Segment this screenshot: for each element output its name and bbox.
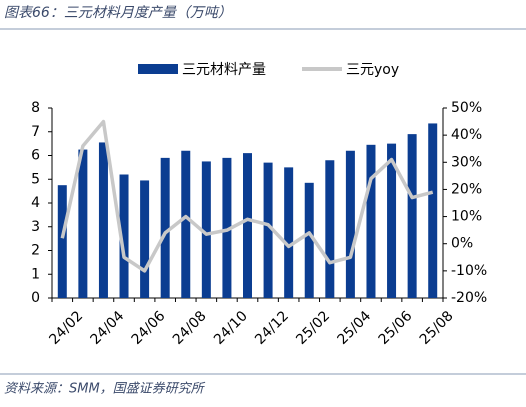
- bar: [181, 150, 191, 298]
- line: [60, 119, 434, 273]
- legend-label: 三元材料产量: [182, 62, 266, 78]
- x-tick-label: 25/04: [334, 308, 374, 348]
- legend-swatch: [138, 64, 178, 74]
- y-tick-label: 5: [31, 171, 40, 187]
- y-tick-label: 1: [31, 266, 40, 282]
- y2-tick-label: 40%: [451, 127, 482, 143]
- bar: [140, 180, 150, 298]
- y-tick-label: 4: [31, 195, 40, 211]
- bar: [407, 134, 417, 298]
- bar: [304, 182, 314, 298]
- x-tick-label: 25/06: [376, 308, 416, 348]
- x-tick-label: 24/06: [129, 308, 169, 348]
- y-tick-label: 8: [31, 100, 40, 116]
- y2-tick-label: 30%: [451, 154, 482, 170]
- y-tick-label: 3: [31, 219, 40, 235]
- chart-title: 图表66：三元材料月度产量（万吨）: [4, 5, 232, 21]
- y2-tick-label: 50%: [451, 100, 482, 116]
- bar: [78, 149, 88, 298]
- y-tick-label: 0: [31, 290, 40, 306]
- y2-tick-label: 0%: [451, 236, 473, 252]
- bar: [160, 157, 170, 298]
- bar: [201, 161, 211, 298]
- bar: [98, 142, 108, 298]
- bar: [284, 167, 294, 298]
- bar: [222, 157, 232, 298]
- x-tick-label: 24/04: [88, 308, 128, 348]
- x-tick-label: 24/10: [211, 308, 251, 348]
- y-tick-label: 7: [31, 124, 40, 140]
- y2-tick-label: 10%: [451, 209, 482, 225]
- bar: [119, 174, 129, 298]
- x-tick-label: 25/08: [417, 308, 457, 348]
- y2-tick-label: -10%: [451, 263, 487, 279]
- x-tick-label: 25/02: [293, 308, 333, 348]
- bar: [325, 160, 335, 298]
- bar: [57, 185, 67, 298]
- x-tick-label: 24/12: [252, 308, 292, 348]
- bar: [387, 143, 397, 298]
- x-tick-label: 24/02: [46, 308, 86, 348]
- bar: [243, 153, 252, 298]
- source: 资料来源：SMM，国盛证券研究所: [4, 381, 206, 397]
- bar: [428, 123, 438, 298]
- bar: [366, 144, 376, 298]
- y-tick-label: 6: [31, 148, 40, 164]
- x-tick-label: 24/08: [170, 308, 210, 348]
- y2-tick-label: 20%: [451, 181, 482, 197]
- bar: [345, 150, 355, 298]
- y-tick-label: 2: [31, 243, 40, 259]
- y2-tick-label: -20%: [451, 290, 487, 306]
- legend-label: 三元yoy: [346, 62, 399, 78]
- bar: [263, 162, 273, 298]
